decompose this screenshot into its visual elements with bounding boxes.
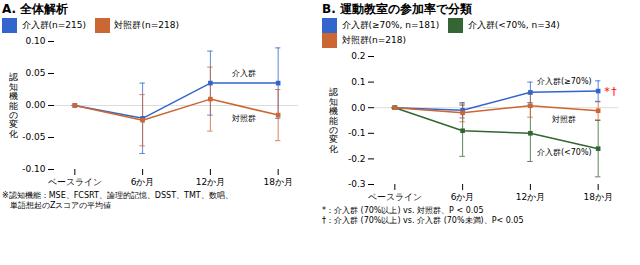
svg-text:-0.3: -0.3 (348, 180, 366, 190)
svg-text:6か月: 6か月 (451, 192, 475, 202)
html-text:*：介入群 (70%以上) vs. 対照群、P < 0.05: *：介入群 (70%以上) vs. 対照群、P < 0.05 †：介入群 (70… (322, 206, 524, 226)
svg-text:-0.05: -0.05 (22, 133, 45, 143)
svg-text:18か月: 18か月 (263, 177, 292, 187)
svg-text:介入群: 介入群 (232, 69, 256, 78)
html-text:対照群(n=218): 対照群(n=218) (114, 20, 179, 31)
svg-text:認知機能の変化: 認知機能の変化 (329, 88, 338, 155)
svg-text:-0.2: -0.2 (348, 154, 366, 164)
svg-text:0.10: 0.10 (25, 37, 45, 47)
svg-text:-0.10: -0.10 (22, 165, 46, 175)
html-text:介入群(<70%, n=34): 介入群(<70%, n=34) (467, 20, 560, 31)
svg-text:0.0: 0.0 (351, 103, 366, 113)
svg-text:-0.1: -0.1 (348, 129, 366, 139)
svg-text:対照群: 対照群 (552, 115, 576, 124)
svg-text:介入群(<70%): 介入群(<70%) (537, 148, 592, 157)
html-text:対照群(n=218): 対照群(n=218) (341, 35, 406, 46)
svg-text:0.2: 0.2 (351, 52, 365, 62)
svg-text:対照群: 対照群 (232, 114, 256, 123)
html-text:介入群(n=215): 介入群(n=215) (21, 20, 86, 31)
svg-text:ベースライン: ベースライン (48, 177, 102, 187)
svg-text:介入群(≥70%): 介入群(≥70%) (537, 78, 592, 87)
html-text:※認知機能：MSE、FCSRT、論理的記憶、DSST、TMT: ※認知機能：MSE、FCSRT、論理的記憶、DSST、TMT、数唱、 単語想起の… (2, 191, 233, 211)
svg-text:0.05: 0.05 (25, 69, 45, 79)
svg-text:6か月: 6か月 (131, 177, 155, 187)
svg-text:18か月: 18か月 (583, 192, 612, 202)
svg-text:0.1: 0.1 (351, 77, 365, 87)
svg-text:認知機能の変化: 認知機能の変化 (9, 73, 18, 140)
html-text:介入群(≥70%, n=181): 介入群(≥70%, n=181) (341, 20, 440, 31)
html-text:B. 運動教室の参加率で分類: B. 運動教室の参加率で分類 (322, 2, 472, 16)
svg-text:ベースライン: ベースライン (368, 192, 422, 202)
svg-text:†: † (611, 85, 617, 98)
svg-text:0.00: 0.00 (25, 101, 45, 111)
svg-text:12か月: 12か月 (196, 177, 225, 187)
svg-text:12か月: 12か月 (516, 192, 545, 202)
svg-text:*: * (604, 85, 610, 98)
html-text:A. 全体解析: A. 全体解析 (2, 2, 69, 16)
